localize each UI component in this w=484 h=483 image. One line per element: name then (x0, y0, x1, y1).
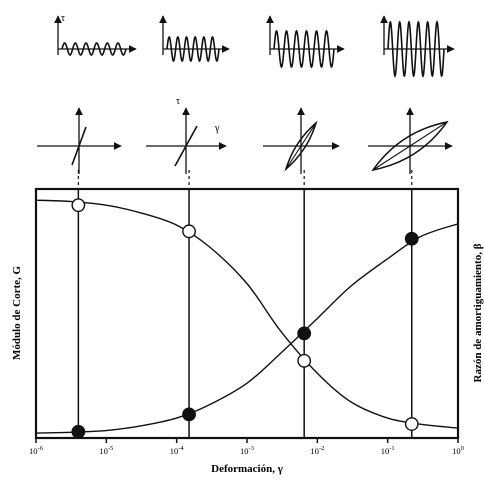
connector-lines (77, 170, 413, 189)
damping-marker (182, 407, 196, 422)
waveform-2 (159, 15, 230, 63)
x-axis-ticks: 10-6 10-5 10-4 10-3 10-2 10-1 100 (29, 438, 464, 456)
waveform-3 (266, 15, 345, 69)
x-axis-label: Deformación, γ (211, 463, 283, 475)
x-tick-label: 10-1 (381, 445, 395, 456)
hysteresis-loop-3 (263, 107, 340, 174)
waveform-4 (380, 15, 455, 78)
x-tick-label: 10-4 (170, 445, 185, 456)
tau-label-loop: τ (176, 96, 180, 107)
curves (35, 199, 459, 434)
left-axis-label: Módulo de Corte, G (11, 266, 23, 361)
x-tick-label: 10-5 (99, 445, 113, 456)
right-axis-label: Razón de amortiguamiento, β (472, 243, 484, 382)
hysteresis-loop-1 (37, 107, 122, 174)
damping-curve (35, 223, 459, 434)
x-tick-label: 10-3 (240, 445, 254, 456)
modulus-marker (297, 353, 312, 368)
x-tick-label: 10-2 (310, 445, 324, 456)
modulus-marker (404, 417, 419, 431)
x-tick-label: 100 (452, 445, 464, 456)
damping-marker (404, 231, 419, 246)
damping-marker (71, 424, 86, 439)
x-tick-label: 10-6 (29, 445, 44, 456)
modulus-marker (182, 224, 196, 239)
waveform-1 (54, 15, 137, 56)
hysteresis-loop-2 (146, 107, 227, 174)
plot-frame (34, 187, 460, 440)
modulus-curve (35, 199, 459, 429)
strain-reference-lines (77, 189, 413, 438)
modulus-marker (71, 198, 86, 213)
hysteresis-loop-4 (368, 107, 453, 174)
hysteresis-loop-row (37, 107, 453, 174)
damping-marker (297, 326, 312, 341)
data-markers (71, 198, 419, 439)
gamma-label-loop: γ (214, 123, 220, 134)
tau-label-waveform: τ (61, 13, 65, 24)
stress-waveform-row (54, 15, 455, 78)
